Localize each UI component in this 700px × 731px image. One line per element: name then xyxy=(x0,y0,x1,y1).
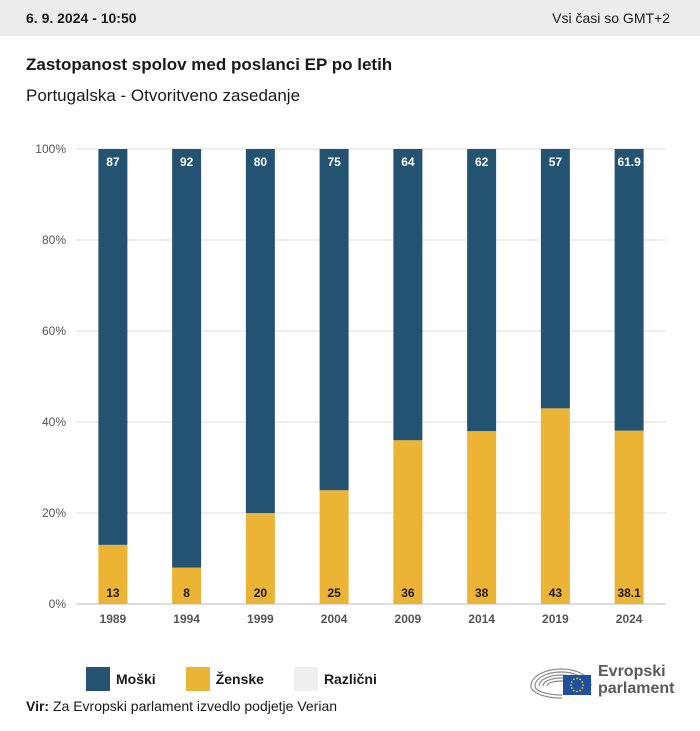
bar-male-1994 xyxy=(172,149,202,568)
source-note: Vir: Za Evropski parlament izvedlo podje… xyxy=(26,698,337,714)
bar-female-2014 xyxy=(467,431,497,604)
source-text: Za Evropski parlament izvedlo podjetje V… xyxy=(52,698,338,714)
x-tick-label-2014: 2014 xyxy=(468,612,495,626)
x-tick-label-2009: 2009 xyxy=(395,612,422,626)
value-label-male-1999: 80 xyxy=(254,155,268,169)
value-label-male-2019: 57 xyxy=(549,155,563,169)
x-tick-label-2024: 2024 xyxy=(616,612,643,626)
y-tick-label-2: 40% xyxy=(42,415,66,429)
bar-female-1989 xyxy=(98,544,128,604)
logo-text: Evropski parlament xyxy=(598,663,674,697)
legend-swatch-other xyxy=(293,667,318,691)
bar-male-2024 xyxy=(614,149,644,431)
x-tick-label-1994: 1994 xyxy=(173,612,200,626)
value-label-male-1994: 92 xyxy=(180,155,194,169)
legend-label-female: Ženske xyxy=(215,671,264,687)
chart-legend: Moški Ženske Različni xyxy=(86,667,407,691)
chart-grid: 0% 20% 40% 60% 80% 100% xyxy=(35,142,666,611)
bar-female-2019 xyxy=(540,408,570,604)
x-tick-label-1989: 1989 xyxy=(100,612,127,626)
timezone-note: Vsi časi so GMT+2 xyxy=(552,10,670,26)
value-label-male-2009: 64 xyxy=(401,155,415,169)
x-tick-label-2004: 2004 xyxy=(321,612,348,626)
chart-labels: 87 13 1989 92 8 1994 80 20 1999 75 25 2004 64 36 2009 6… xyxy=(100,155,643,626)
value-label-female-1999: 20 xyxy=(254,586,268,600)
stacked-bar-chart: 0%20%40%60%80%100% 871319899281994802019… xyxy=(35,142,666,626)
source-label: Vir: xyxy=(26,698,50,714)
bar-male-2004 xyxy=(319,149,349,491)
y-tick-label-4: 80% xyxy=(42,233,66,247)
value-label-male-1989: 87 xyxy=(106,155,120,169)
y-tick-label-1: 20% xyxy=(42,506,66,520)
value-label-female-2009: 36 xyxy=(401,586,415,600)
value-label-male-2004: 75 xyxy=(327,155,341,169)
legend-item-male: Moški xyxy=(86,667,156,691)
bar-male-1989 xyxy=(98,149,128,545)
bar-male-2014 xyxy=(467,149,497,432)
logo-line-1: Evropski xyxy=(598,663,666,680)
bar-male-2019 xyxy=(540,149,570,409)
timestamp: 6. 9. 2024 - 10:50 xyxy=(26,10,137,26)
value-label-female-1989: 13 xyxy=(106,586,120,600)
y-tick-label-3: 60% xyxy=(42,324,66,338)
european-parliament-logo: Evropski parlament xyxy=(528,660,688,700)
y-tick-label-0: 0% xyxy=(49,597,67,611)
top-bar: 6. 9. 2024 - 10:50 Vsi časi so GMT+2 xyxy=(0,0,700,36)
bar-female-2009 xyxy=(393,440,423,604)
value-label-female-2014: 38 xyxy=(475,586,489,600)
legend-item-female: Ženske xyxy=(185,667,264,691)
value-label-male-2014: 62 xyxy=(475,155,489,169)
x-tick-label-1999: 1999 xyxy=(247,612,274,626)
legend-item-other: Različni xyxy=(293,667,377,691)
logo-line-2: parlament xyxy=(598,680,675,697)
bar-female-1994 xyxy=(172,567,202,604)
bar-female-2024 xyxy=(614,430,644,604)
value-label-female-1994: 8 xyxy=(183,586,190,600)
bar-female-2004 xyxy=(319,490,349,604)
value-label-female-2004: 25 xyxy=(327,586,341,600)
legend-label-other: Različni xyxy=(323,671,377,687)
legend-label-male: Moški xyxy=(116,671,156,687)
chart-subtitle: Portugalska - Otvoritveno zasedanje xyxy=(26,86,301,105)
legend-swatch-female xyxy=(185,667,210,691)
european-parliament-hemicycle-icon xyxy=(530,668,592,699)
value-label-female-2019: 43 xyxy=(549,586,563,600)
legend-swatch-male xyxy=(86,667,110,691)
bar-female-1999 xyxy=(245,513,275,604)
value-label-female-2024: 38.1 xyxy=(617,586,641,600)
chart-bars xyxy=(98,149,644,604)
bar-male-2009 xyxy=(393,149,423,441)
x-tick-label-2019: 2019 xyxy=(542,612,569,626)
bar-male-1999 xyxy=(245,149,275,513)
y-tick-label-5: 100% xyxy=(35,142,66,156)
value-label-male-2024: 61.9 xyxy=(617,155,641,169)
chart-title: Zastopanost spolov med poslanci EP po le… xyxy=(26,55,393,74)
